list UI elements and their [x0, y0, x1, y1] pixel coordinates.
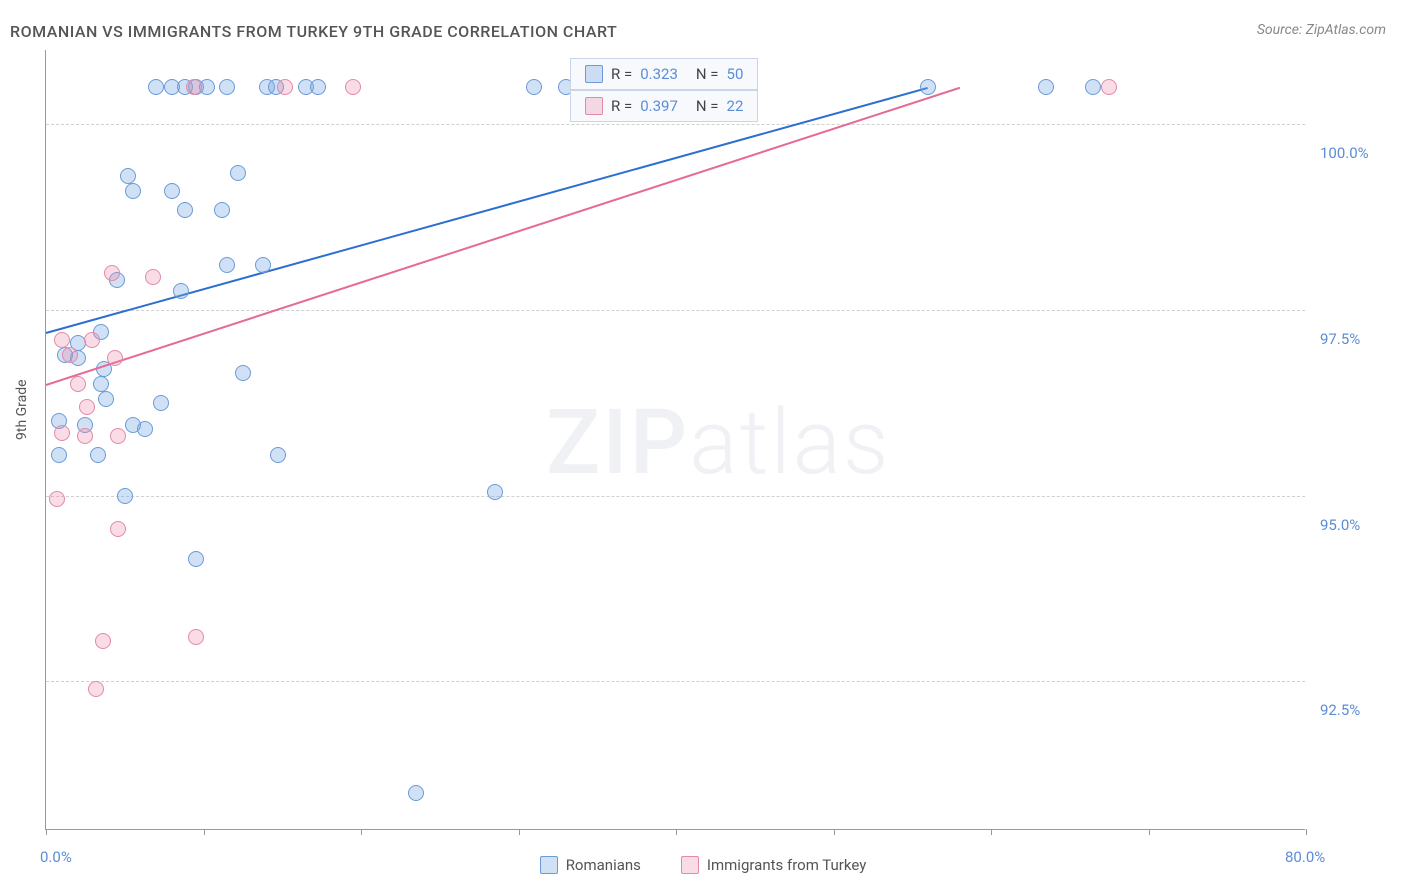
data-point: [526, 79, 542, 95]
x-tick: [1149, 829, 1150, 835]
data-point: [70, 376, 86, 392]
data-point: [137, 421, 153, 437]
gridline: [46, 681, 1305, 682]
data-point: [345, 79, 361, 95]
data-point: [1101, 79, 1117, 95]
data-point: [920, 79, 936, 95]
gridline: [46, 310, 1305, 311]
legend-label: Immigrants from Turkey: [707, 856, 866, 874]
y-tick-label: 95.0%: [1320, 516, 1360, 534]
x-tick: [204, 829, 205, 835]
x-tick: [991, 829, 992, 835]
legend-item: Romanians: [540, 856, 641, 874]
legend-swatch: [585, 97, 603, 115]
data-point: [214, 202, 230, 218]
data-point: [177, 202, 193, 218]
data-point: [77, 428, 93, 444]
data-point: [173, 283, 189, 299]
x-tick: [46, 829, 47, 835]
data-point: [188, 629, 204, 645]
data-point: [219, 257, 235, 273]
data-point: [310, 79, 326, 95]
data-point: [79, 399, 95, 415]
n-value: 50: [727, 65, 744, 83]
data-point: [54, 332, 70, 348]
data-point: [107, 350, 123, 366]
data-point: [145, 269, 161, 285]
data-point: [49, 491, 65, 507]
data-point: [93, 376, 109, 392]
data-point: [1085, 79, 1101, 95]
x-tick-label: 0.0%: [40, 848, 72, 866]
n-value: 22: [727, 97, 744, 115]
x-tick: [519, 829, 520, 835]
data-point: [104, 265, 120, 281]
gridline: [46, 124, 1305, 125]
data-point: [117, 488, 133, 504]
data-point: [51, 447, 67, 463]
data-point: [277, 79, 293, 95]
data-point: [153, 395, 169, 411]
x-tick: [361, 829, 362, 835]
data-point: [188, 551, 204, 567]
watermark-atlas: atlas: [689, 390, 890, 495]
legend-swatch: [681, 856, 699, 874]
x-tick: [1306, 829, 1307, 835]
r-value: 0.323: [640, 65, 678, 83]
data-point: [219, 79, 235, 95]
legend-swatch: [540, 856, 558, 874]
y-tick-label: 92.5%: [1320, 701, 1360, 719]
y-tick-label: 100.0%: [1320, 144, 1369, 162]
data-point: [54, 425, 70, 441]
chart-title: ROMANIAN VS IMMIGRANTS FROM TURKEY 9TH G…: [10, 22, 617, 41]
stats-legend-row: R = 0.323 N = 50: [570, 58, 758, 90]
stats-legend-row: R = 0.397 N = 22: [570, 90, 758, 122]
x-tick: [676, 829, 677, 835]
y-axis-title: 9th Grade: [14, 379, 30, 440]
gridline: [46, 496, 1305, 497]
watermark: ZIPatlas: [546, 390, 891, 495]
data-point: [90, 447, 106, 463]
legend-swatch: [585, 65, 603, 83]
data-point: [88, 681, 104, 697]
r-value: 0.397: [640, 97, 678, 115]
data-point: [148, 79, 164, 95]
x-tick: [834, 829, 835, 835]
plot-area: ZIPatlas: [45, 50, 1305, 830]
r-label: R =: [611, 97, 632, 115]
data-point: [84, 332, 100, 348]
n-label: N =: [696, 97, 719, 115]
data-point: [120, 168, 136, 184]
data-point: [487, 484, 503, 500]
data-point: [62, 347, 78, 363]
source-label: Source: ZipAtlas.com: [1257, 22, 1386, 38]
y-tick-label: 97.5%: [1320, 330, 1360, 348]
data-point: [408, 785, 424, 801]
data-point: [110, 428, 126, 444]
trend-line: [46, 87, 960, 386]
x-tick-label: 80.0%: [1285, 848, 1325, 866]
data-point: [186, 79, 202, 95]
data-point: [255, 257, 271, 273]
legend-item: Immigrants from Turkey: [681, 856, 866, 874]
legend-label: Romanians: [566, 856, 641, 874]
n-label: N =: [696, 65, 719, 83]
data-point: [235, 365, 251, 381]
footer-legend: Romanians Immigrants from Turkey: [0, 856, 1406, 878]
data-point: [164, 183, 180, 199]
data-point: [95, 633, 111, 649]
r-label: R =: [611, 65, 632, 83]
data-point: [110, 521, 126, 537]
data-point: [98, 391, 114, 407]
data-point: [270, 447, 286, 463]
data-point: [125, 183, 141, 199]
watermark-zip: ZIP: [546, 390, 689, 495]
data-point: [1038, 79, 1054, 95]
data-point: [230, 165, 246, 181]
